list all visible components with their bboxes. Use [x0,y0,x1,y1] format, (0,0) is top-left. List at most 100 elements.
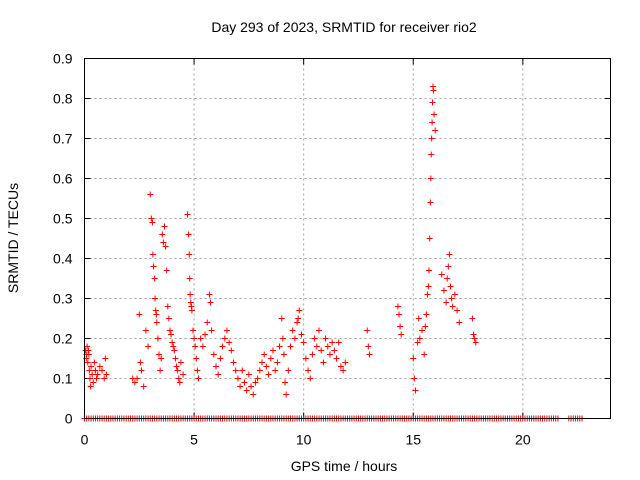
data-point [250,391,257,398]
data-point [86,367,93,374]
data-point [269,347,276,354]
data-point [168,331,175,338]
data-point [91,359,98,366]
data-point [414,339,421,346]
data-point [422,323,429,330]
data-point [428,151,435,158]
axis-ticks [84,58,611,419]
x-axis-title: GPS time / hours [291,458,398,474]
data-point [298,331,305,338]
data-point [340,367,347,374]
data-point [454,307,461,314]
data-point [322,335,329,342]
data-point [239,367,246,374]
data-point [93,375,100,382]
data-point [223,327,230,334]
data-point [150,263,157,270]
y-tick-label: 0.9 [53,51,73,67]
data-point [152,295,159,302]
data-point [207,299,214,306]
data-point [252,379,259,386]
data-point [313,343,320,350]
data-point [472,339,479,346]
data-point [199,343,206,350]
y-tick-label: 0 [65,411,73,427]
data-point [318,347,325,354]
data-point [445,263,452,270]
data-point [170,343,177,350]
data-point [429,99,436,106]
data-point [329,339,336,346]
data-point [153,311,160,318]
data-point [175,375,182,382]
data-point [398,331,405,338]
y-tick-label: 0.1 [53,371,73,387]
data-point [410,355,417,362]
data-point [134,375,141,382]
data-point [138,367,145,374]
data-point [364,327,371,334]
data-point [427,175,434,182]
data-point [411,375,418,382]
data-point [149,219,156,226]
data-point [163,267,170,274]
data-point [158,355,165,362]
data-point [165,315,172,322]
data-point [237,383,244,390]
data-point [217,355,224,362]
data-point [228,347,235,354]
y-tick-label: 0.4 [53,251,73,267]
data-point [282,379,289,386]
y-tick-label: 0.7 [53,131,73,147]
data-markers [81,83,586,422]
data-point [186,275,193,282]
x-tick-label: 20 [515,432,531,448]
data-point [96,363,103,370]
data-point [87,383,94,390]
data-point [145,343,152,350]
data-point [469,315,476,322]
data-point [191,335,198,342]
data-point [280,351,287,358]
y-tick-label: 0.8 [53,91,73,107]
data-point [263,363,270,370]
data-point [210,351,217,358]
data-point [185,231,192,238]
data-point [426,235,433,242]
data-point [309,351,316,358]
data-point [230,359,237,366]
data-point [84,343,91,350]
x-tick-label: 0 [81,432,89,448]
data-point [291,335,298,342]
y-tick-label: 0.3 [53,291,73,307]
data-point [86,375,93,382]
data-point [101,375,108,382]
data-point [137,359,144,366]
data-point [160,239,167,246]
data-point [186,251,193,258]
data-point [84,359,91,366]
data-point [424,291,431,298]
x-tick-label: 5 [190,432,198,448]
data-point [159,231,166,238]
chart-title: Day 293 of 2023, SRMTID for receiver rio… [211,19,477,35]
data-point [261,351,268,358]
data-point [423,311,430,318]
data-point [419,327,426,334]
data-point [99,367,106,374]
data-point [171,347,178,354]
data-point [226,339,233,346]
data-point [102,355,109,362]
data-point [320,359,327,366]
y-tick-label: 0.5 [53,211,73,227]
data-point [456,319,463,326]
data-point [276,343,283,350]
data-point [470,331,477,338]
data-point [444,275,451,282]
data-point [287,343,294,350]
data-point [337,363,344,370]
data-point [421,351,428,358]
y-axis-title: SRMTID / TECUs [5,183,21,293]
data-point [147,191,154,198]
data-point [169,339,176,346]
